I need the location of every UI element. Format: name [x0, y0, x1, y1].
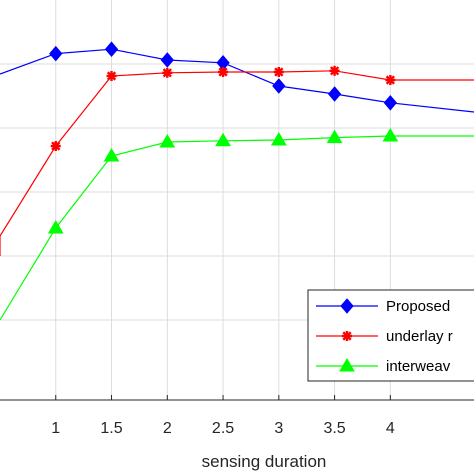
series-2 [0, 65, 474, 256]
data-point [162, 67, 173, 78]
x-axis-title: sensing duration [202, 452, 327, 471]
data-point [104, 41, 119, 57]
x-ticks: 1 1.5 2 2.5 3 3.5 4 [51, 395, 395, 437]
legend-label: Proposed [386, 298, 450, 315]
legend-entry: interweav [316, 358, 451, 375]
legend-marker [342, 331, 352, 341]
x-tick-label: 3 [274, 420, 283, 437]
x-tick-label: 2.5 [212, 420, 234, 437]
data-point [218, 67, 229, 77]
x-tick-label: 3.5 [323, 420, 345, 437]
data-point [382, 128, 399, 142]
legend-marker [340, 298, 354, 314]
data-point [103, 148, 120, 162]
data-point [50, 141, 61, 151]
data-point [47, 220, 64, 234]
series-line [0, 70, 474, 256]
data-point [272, 78, 286, 94]
x-tick-label: 4 [386, 420, 395, 437]
data-point [160, 52, 174, 68]
data-point [329, 65, 340, 76]
data-point [159, 134, 176, 148]
legend-entry: Proposed [316, 298, 450, 315]
series-1 [0, 41, 474, 113]
series-3 [0, 128, 474, 321]
legend-label: interweav [386, 358, 451, 375]
legend-marker [339, 358, 355, 372]
data-point [385, 75, 396, 85]
series-layer [0, 41, 474, 321]
data-point [106, 71, 117, 81]
x-tick-label: 1 [51, 420, 60, 437]
data-point [327, 86, 342, 102]
legend: Proposed underlay r interweav [307, 289, 474, 382]
data-point [383, 95, 398, 111]
legend-label: underlay r [386, 328, 453, 345]
legend-entry: underlay r [316, 328, 453, 345]
x-tick-label: 2 [163, 420, 172, 437]
data-point [215, 132, 231, 147]
data-point [49, 45, 63, 62]
data-point [270, 132, 287, 146]
data-point [326, 129, 343, 144]
x-tick-label: 1.5 [100, 420, 122, 437]
data-point [273, 67, 284, 77]
